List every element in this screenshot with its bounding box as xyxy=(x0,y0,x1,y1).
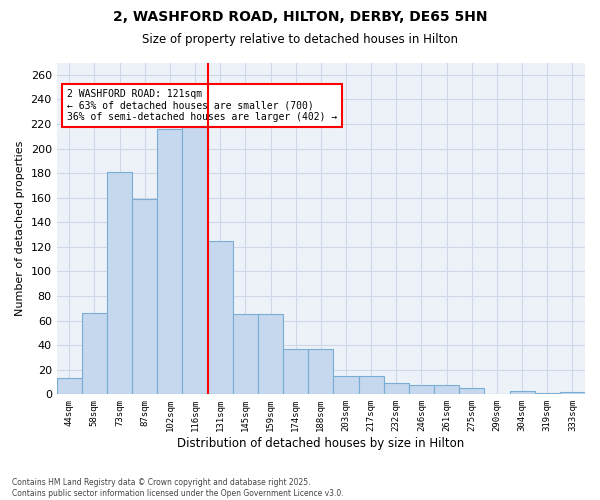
Bar xyxy=(459,388,484,394)
Bar xyxy=(384,384,409,394)
Y-axis label: Number of detached properties: Number of detached properties xyxy=(15,140,25,316)
Bar xyxy=(359,376,384,394)
Bar xyxy=(434,384,459,394)
Bar xyxy=(409,384,434,394)
Bar xyxy=(157,129,182,394)
Text: Contains HM Land Registry data © Crown copyright and database right 2025.
Contai: Contains HM Land Registry data © Crown c… xyxy=(12,478,344,498)
Bar xyxy=(132,199,157,394)
Bar xyxy=(283,349,308,395)
Bar xyxy=(509,390,535,394)
Bar xyxy=(182,126,208,394)
Bar xyxy=(535,393,560,394)
Bar xyxy=(258,314,283,394)
Bar xyxy=(56,378,82,394)
Text: Size of property relative to detached houses in Hilton: Size of property relative to detached ho… xyxy=(142,32,458,46)
Bar xyxy=(308,349,334,395)
Bar xyxy=(560,392,585,394)
Bar xyxy=(233,314,258,394)
Bar xyxy=(208,240,233,394)
Text: 2, WASHFORD ROAD, HILTON, DERBY, DE65 5HN: 2, WASHFORD ROAD, HILTON, DERBY, DE65 5H… xyxy=(113,10,487,24)
Bar xyxy=(107,172,132,394)
Bar xyxy=(82,313,107,394)
X-axis label: Distribution of detached houses by size in Hilton: Distribution of detached houses by size … xyxy=(177,437,464,450)
Bar xyxy=(334,376,359,394)
Text: 2 WASHFORD ROAD: 121sqm
← 63% of detached houses are smaller (700)
36% of semi-d: 2 WASHFORD ROAD: 121sqm ← 63% of detache… xyxy=(67,89,337,122)
